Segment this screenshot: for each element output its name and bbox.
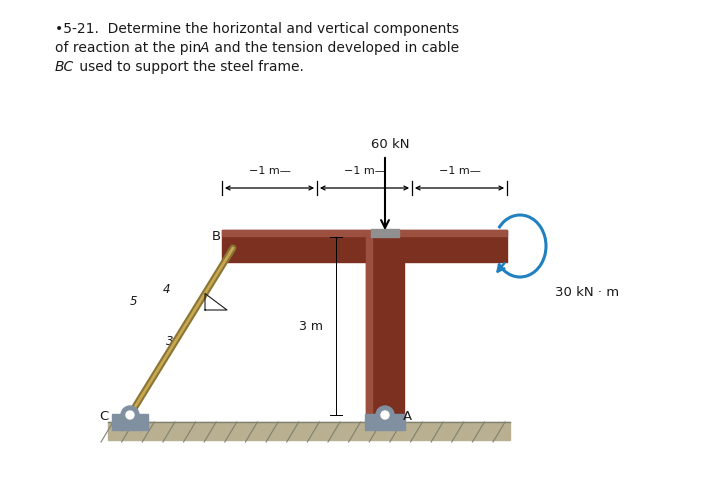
Text: −1 m—: −1 m—	[343, 166, 385, 176]
Circle shape	[126, 411, 134, 419]
Text: 30 kN · m: 30 kN · m	[555, 286, 619, 299]
Bar	[222, 230, 507, 236]
Bar	[371, 229, 399, 237]
Circle shape	[381, 411, 389, 419]
Text: A: A	[200, 41, 210, 55]
Text: B: B	[212, 230, 221, 243]
Bar	[366, 237, 372, 415]
Text: −1 m—: −1 m—	[438, 166, 480, 176]
Text: 60 kN: 60 kN	[371, 138, 409, 151]
Text: C: C	[99, 410, 108, 422]
Text: and the tension developed in cable: and the tension developed in cable	[210, 41, 459, 55]
Text: used to support the steel frame.: used to support the steel frame.	[75, 60, 304, 74]
Circle shape	[121, 406, 139, 424]
Bar	[108, 422, 510, 440]
Text: •5-21.  Determine the horizontal and vertical components: •5-21. Determine the horizontal and vert…	[55, 22, 459, 36]
Text: 5: 5	[130, 295, 138, 308]
Text: 3 m: 3 m	[299, 319, 323, 332]
Bar	[366, 237, 404, 415]
Text: 4: 4	[163, 283, 170, 296]
Text: BC: BC	[55, 60, 74, 74]
Bar	[365, 414, 405, 430]
Circle shape	[376, 406, 394, 424]
Text: A: A	[403, 410, 412, 422]
Text: of reaction at the pin: of reaction at the pin	[55, 41, 206, 55]
Bar	[222, 230, 507, 262]
Text: 3: 3	[166, 335, 174, 348]
Bar	[112, 414, 148, 430]
Text: −1 m—: −1 m—	[248, 166, 290, 176]
